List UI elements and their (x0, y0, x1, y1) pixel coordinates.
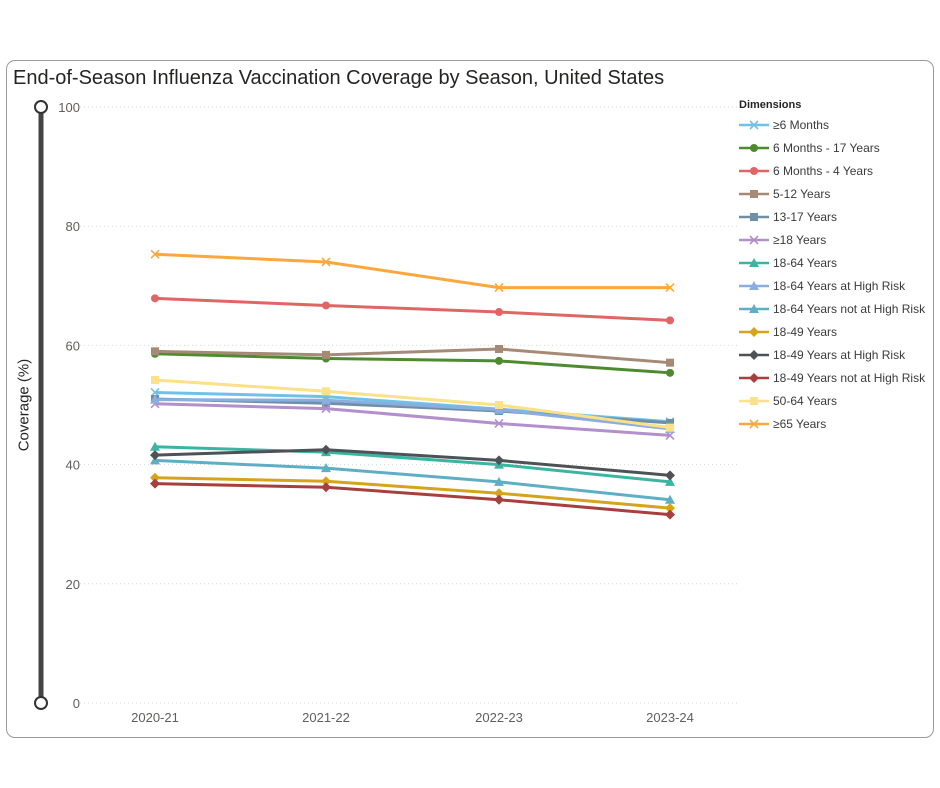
legend-label: 18-49 Years at High Risk (773, 347, 906, 362)
legend-label: 18-49 Years (773, 324, 838, 339)
legend-swatch (739, 189, 769, 198)
legend-label: 18-64 Years not at High Risk (773, 301, 926, 316)
legend-label: 6 Months - 4 Years (773, 163, 874, 178)
legend-title: Dimensions (739, 99, 802, 111)
legend-item-6-months-17-years[interactable]: 6 Months - 17 Years (739, 136, 931, 159)
legend-item-ge-18-years[interactable]: ≥18 Years (739, 228, 931, 251)
legend-swatch (739, 119, 769, 130)
legend-item-18-64-years-at-high-risk[interactable]: 18-64 Years at High Risk (739, 274, 931, 297)
legend-item-18-64-years-not-at-high-risk[interactable]: 18-64 Years not at High Risk (739, 297, 931, 320)
legend-label: ≥18 Years (773, 232, 827, 247)
legend-label: 13-17 Years (773, 209, 838, 224)
legend-item-6-months-4-years[interactable]: 6 Months - 4 Years (739, 159, 931, 182)
legend-label: 18-49 Years not at High Risk (773, 370, 926, 385)
legend-label: 5-12 Years (773, 186, 831, 201)
chart-title: End-of-Season Influenza Vaccination Cove… (13, 67, 665, 89)
y-axis-label: Coverage (%) (15, 358, 33, 452)
legend-item-18-49-years-at-high-risk[interactable]: 18-49 Years at High Risk (739, 343, 931, 366)
legend-swatch (739, 326, 769, 337)
legend-swatch (739, 349, 769, 360)
legend-label: ≥6 Months (773, 117, 829, 132)
legend-swatch (739, 303, 769, 313)
legend-item-50-64-years[interactable]: 50-64 Years (739, 389, 931, 412)
legend-label: ≥65 Years (773, 416, 827, 431)
legend-item-ge-65-years[interactable]: ≥65 Years (739, 412, 931, 435)
legend-swatch (739, 143, 769, 152)
legend-item-ge-6-months[interactable]: ≥6 Months (739, 113, 931, 136)
legend-swatch (739, 234, 769, 245)
legend-label: 18-64 Years (773, 255, 838, 270)
legend-label: 6 Months - 17 Years (773, 140, 880, 155)
legend: Dimensions ≥6 Months 6 Months - 17 Years 6… (739, 97, 931, 435)
legend-item-18-49-years[interactable]: 18-49 Years (739, 320, 931, 343)
legend-swatch (739, 418, 769, 429)
legend-swatch (739, 257, 769, 267)
legend-label: 18-64 Years at High Risk (773, 278, 906, 293)
legend-swatch (739, 166, 769, 175)
legend-swatch (739, 396, 769, 405)
legend-item-5-12-years[interactable]: 5-12 Years (739, 182, 931, 205)
legend-swatch (739, 372, 769, 383)
legend-item-18-49-years-not-at-high-risk[interactable]: 18-49 Years not at High Risk (739, 366, 931, 389)
legend-label: 50-64 Years (773, 393, 838, 408)
legend-swatch (739, 280, 769, 290)
legend-swatch (739, 212, 769, 221)
legend-item-13-17-years[interactable]: 13-17 Years (739, 205, 931, 228)
legend-item-18-64-years[interactable]: 18-64 Years (739, 251, 931, 274)
